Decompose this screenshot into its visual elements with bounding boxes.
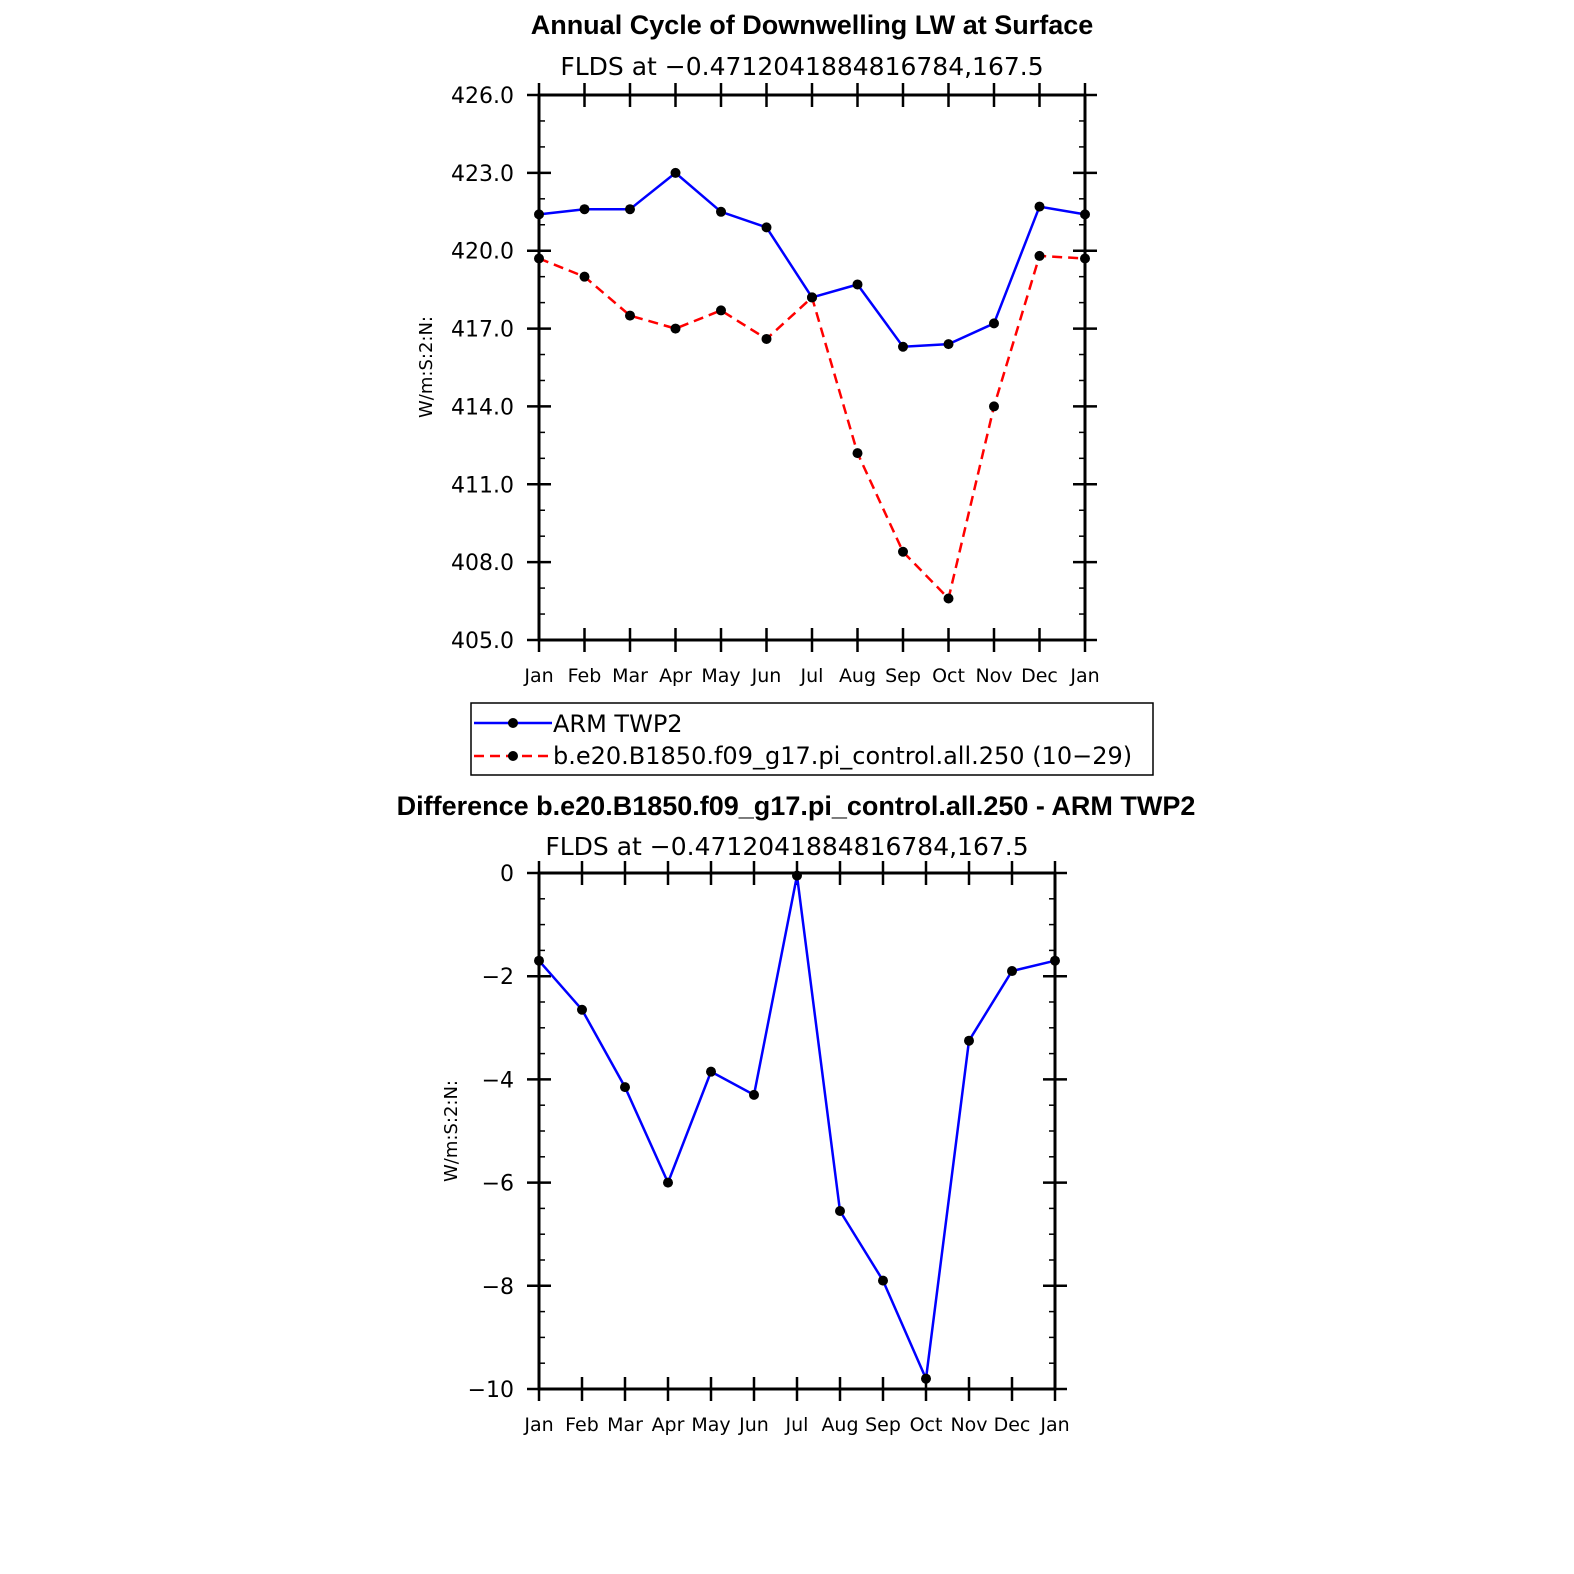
x-tick-label: Jan	[523, 665, 553, 687]
chart-top-ticks	[527, 83, 1097, 652]
chart-top-legend: ARM TWP2 b.e20.B1850.f09_g17.pi_control.…	[470, 702, 1154, 776]
series-0-point	[852, 279, 863, 290]
series-line-0	[538, 171, 1086, 348]
chart-bottom-x-tick-labels: Jan Feb Mar Apr May Jun Jul Aug Sep Oct Nov Dec Jan	[523, 1414, 1069, 1436]
x-tick-label: Dec	[1021, 665, 1058, 687]
x-tick-label: Jul	[785, 1414, 809, 1436]
legend-marker-arm	[508, 718, 518, 728]
series-0-point	[625, 204, 635, 215]
y-tick-label: 423.0	[451, 162, 514, 187]
y-tick-label: −10	[468, 1378, 514, 1403]
chart-top-plot-frame	[537, 93, 1087, 642]
series-1-point	[807, 292, 817, 303]
series-0-point	[620, 1082, 630, 1093]
series-1-point	[943, 593, 954, 604]
chart-top: Annual Cycle of Downwelling LW at Surfac…	[416, 10, 1100, 687]
x-tick-label: Aug	[839, 665, 876, 687]
series-0-point	[943, 339, 954, 350]
chart-top-series	[534, 167, 1090, 604]
x-tick-label: Mar	[612, 665, 648, 687]
series-0-point	[670, 167, 681, 178]
series-0-point	[1007, 966, 1017, 977]
y-tick-label: 426.0	[451, 84, 514, 109]
y-tick-label: −8	[482, 1275, 514, 1300]
x-tick-label: Sep	[865, 1414, 901, 1436]
series-1-point	[852, 448, 863, 459]
chart-top-x-tick-labels: Jan Feb Mar Apr May Jun Jul Aug Sep Oct Nov Dec Jan	[523, 665, 1099, 687]
x-tick-label: Oct	[910, 1414, 943, 1436]
series-line-1	[538, 254, 1086, 602]
x-tick-label: May	[701, 665, 740, 687]
series-0-point	[898, 341, 908, 352]
x-tick-label: Oct	[932, 665, 965, 687]
series-0-point	[749, 1089, 759, 1100]
y-tick-label: 417.0	[451, 318, 514, 343]
series-0-point	[921, 1373, 931, 1384]
x-tick-label: Feb	[568, 665, 602, 687]
chart-bottom-subtitle: FLDS at −0.4712041884816784,167.5	[545, 832, 1028, 861]
series-0-point	[878, 1275, 888, 1286]
chart-bottom-y-axis-label: W/m:S:2:N:	[441, 1080, 462, 1182]
legend-label-model: b.e20.B1850.f09_g17.pi_control.all.250 (…	[553, 742, 1132, 770]
series-1-point	[1034, 250, 1045, 261]
chart-bottom-plot-frame	[537, 871, 1057, 1391]
x-tick-label: Jan	[523, 1414, 553, 1436]
x-tick-label: Apr	[652, 1414, 685, 1436]
series-0-point	[989, 318, 999, 329]
y-tick-label: 420.0	[451, 240, 514, 265]
series-0-point	[1034, 201, 1045, 212]
y-tick-label: −6	[482, 1172, 514, 1197]
x-tick-label: Jul	[800, 665, 824, 687]
chart-top-y-tick-labels: 405.0 408.0 411.0 414.0 417.0 420.0 423.0 426.0	[451, 84, 514, 654]
y-tick-label: −4	[482, 1068, 514, 1093]
series-0-point	[577, 1004, 587, 1015]
series-1-point	[761, 333, 772, 344]
series-0-point	[964, 1035, 974, 1046]
legend-box	[470, 702, 1154, 776]
x-tick-label: Nov	[975, 665, 1012, 687]
x-tick-label: Nov	[950, 1414, 987, 1436]
x-tick-label: Mar	[607, 1414, 643, 1436]
series-1-point	[989, 401, 999, 412]
series-0-point	[716, 206, 726, 217]
y-tick-label: 414.0	[451, 395, 514, 420]
legend-marker-model	[508, 751, 518, 761]
y-tick-label: −2	[482, 965, 514, 990]
x-tick-label: Jun	[751, 665, 782, 687]
chart-bottom-ticks	[527, 861, 1067, 1401]
series-1-point	[625, 310, 635, 321]
chart-top-y-axis-label: W/m:S:2:N:	[416, 316, 437, 418]
y-tick-label: 405.0	[451, 629, 514, 654]
y-tick-label: 411.0	[451, 473, 514, 498]
series-0-point	[663, 1177, 673, 1188]
series-0-point	[761, 222, 772, 233]
x-tick-label: Dec	[994, 1414, 1031, 1436]
x-tick-label: Apr	[659, 665, 692, 687]
chart-bottom-series	[534, 870, 1060, 1384]
chart-bottom-y-tick-labels: −10 −8 −6 −4 −2 0	[468, 862, 514, 1403]
series-line-0	[538, 875, 1056, 1384]
series-0-point	[579, 204, 590, 215]
series-1-point	[716, 305, 726, 316]
series-1-point	[670, 323, 681, 334]
legend-label-arm: ARM TWP2	[553, 710, 683, 738]
x-tick-label: Feb	[565, 1414, 599, 1436]
series-0-point	[835, 1205, 845, 1216]
x-tick-label: Jun	[738, 1414, 769, 1436]
series-0-point	[706, 1066, 716, 1077]
x-tick-label: May	[691, 1414, 730, 1436]
chart-bottom-title: Difference b.e20.B1850.f09_g17.pi_contro…	[397, 791, 1196, 821]
chart-top-subtitle: FLDS at −0.4712041884816784,167.5	[560, 52, 1043, 81]
x-tick-label: Jan	[1039, 1414, 1069, 1436]
series-1-point	[898, 546, 908, 557]
series-1-point	[579, 271, 590, 282]
y-tick-label: 408.0	[451, 551, 514, 576]
x-tick-label: Sep	[885, 665, 921, 687]
x-tick-label: Jan	[1069, 665, 1099, 687]
x-tick-label: Aug	[821, 1414, 858, 1436]
y-tick-label: 0	[500, 862, 514, 887]
chart-bottom: Difference b.e20.B1850.f09_g17.pi_contro…	[397, 791, 1196, 1436]
chart-top-title: Annual Cycle of Downwelling LW at Surfac…	[531, 10, 1094, 40]
